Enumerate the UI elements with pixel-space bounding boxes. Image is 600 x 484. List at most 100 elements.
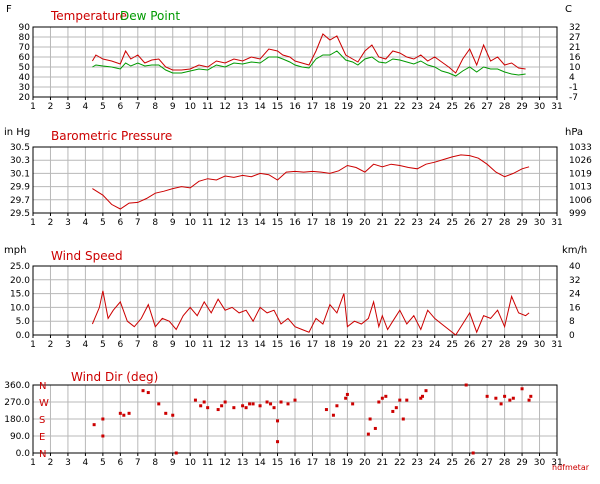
dir-x-tick-label: 10 [184, 458, 196, 468]
temp-y-right-tick-label: 21 [569, 43, 580, 53]
wind-y-tick-label: 20.0 [10, 276, 30, 286]
wind-legend: Wind Speed [51, 249, 123, 263]
pressure-x-tick-label: 6 [117, 218, 123, 228]
temp-y-tick-label: 60 [19, 53, 31, 63]
temp-y-tick-label: 50 [19, 63, 31, 73]
pressure-x-tick-label: 18 [324, 218, 336, 228]
temp-x-tick-label: 13 [237, 102, 248, 112]
wind-x-tick-label: 19 [342, 340, 354, 350]
wind-x-tick-label: 21 [377, 340, 388, 350]
pressure-x-tick-label: 24 [429, 218, 441, 228]
pressure-x-tick-label: 11 [202, 218, 213, 228]
wind-x-tick-label: 27 [481, 340, 492, 350]
pressure-x-tick-label: 8 [152, 218, 158, 228]
pressure-x-tick-label: 19 [342, 218, 354, 228]
dir-point [511, 396, 515, 400]
wind-x-tick-label: 25 [446, 340, 457, 350]
dir-point [223, 400, 227, 404]
wind-x-tick-label: 5 [100, 340, 106, 350]
temp-x-tick-label: 27 [481, 102, 492, 112]
pressure-x-tick-label: 27 [481, 218, 492, 228]
dir-y-tick-label: 0.0 [16, 449, 31, 459]
wind-x-tick-label: 16 [289, 340, 301, 350]
dir-point [286, 402, 290, 406]
wind-x-tick-label: 6 [117, 340, 123, 350]
wind-x-tick-label: 24 [429, 340, 441, 350]
dir-point [520, 387, 524, 391]
temp-x-tick-label: 20 [359, 102, 371, 112]
dir-point [529, 394, 533, 398]
dir-x-tick-label: 23 [412, 458, 423, 468]
temp-y-right-tick-label: 4 [569, 73, 575, 83]
pressure-y-right-tick-label: 999 [569, 209, 586, 219]
temp-y-tick-label: 20 [19, 93, 31, 103]
dir-point [220, 404, 224, 408]
pressure-x-tick-label: 29 [516, 218, 528, 228]
dir-point [508, 398, 512, 402]
dir-x-tick-label: 15 [272, 458, 283, 468]
temp-x-tick-label: 2 [48, 102, 54, 112]
dir-x-tick-label: 5 [100, 458, 106, 468]
pressure-x-tick-label: 5 [100, 218, 106, 228]
temp-y-right-tick-label: 16 [569, 53, 581, 63]
temp-left-unit: F [6, 4, 12, 15]
dir-point [101, 434, 105, 438]
dir-point [398, 398, 402, 402]
dir-point [373, 426, 377, 430]
pressure-x-tick-label: 25 [446, 218, 457, 228]
dir-point [248, 402, 252, 406]
wind-x-tick-label: 23 [412, 340, 423, 350]
dir-point [216, 408, 220, 412]
wind-x-tick-label: 14 [254, 340, 266, 350]
dir-x-tick-label: 9 [170, 458, 176, 468]
pressure-left-unit: in Hg [4, 127, 30, 138]
pressure-x-tick-label: 3 [65, 218, 71, 228]
temp-x-tick-label: 25 [446, 102, 457, 112]
wind-series-line [91, 290, 530, 336]
temp-x-tick-label: 10 [184, 102, 196, 112]
temp-legend-dewpoint: Dew Point [120, 9, 180, 23]
dir-x-tick-label: 16 [289, 458, 301, 468]
dir-point [174, 451, 178, 455]
wind-y-tick-label: 5.0 [16, 317, 31, 327]
dir-point [527, 398, 531, 402]
wind-y-tick-label: 25.0 [10, 262, 30, 272]
wind-x-tick-label: 13 [237, 340, 248, 350]
dir-point [471, 451, 475, 455]
dir-compass-label: N [39, 449, 46, 460]
temp-legend-temperature: Temperature [50, 9, 127, 23]
pressure-x-tick-label: 22 [394, 218, 405, 228]
dir-point [494, 396, 498, 400]
temp-x-tick-label: 5 [100, 102, 106, 112]
dir-point [269, 402, 273, 406]
dir-point [146, 391, 150, 395]
pressure-x-tick-label: 14 [254, 218, 266, 228]
pressure-x-tick-label: 16 [289, 218, 301, 228]
wind-x-tick-label: 29 [516, 340, 528, 350]
pressure-y-right-tick-label: 1026 [569, 156, 592, 166]
dir-point [424, 389, 428, 393]
temp-y-tick-label: 30 [19, 83, 31, 93]
dir-point [335, 404, 339, 408]
temp-x-tick-label: 15 [272, 102, 283, 112]
dir-x-tick-label: 12 [219, 458, 230, 468]
dir-x-tick-label: 18 [324, 458, 336, 468]
wind-x-tick-label: 11 [202, 340, 213, 350]
temp-x-tick-label: 23 [412, 102, 423, 112]
temp-y-right-tick-label: 27 [569, 33, 580, 43]
pressure-y-right-tick-label: 1006 [569, 196, 592, 206]
dir-point [366, 432, 370, 436]
wind-right-unit: km/h [562, 245, 587, 256]
dir-point [391, 409, 395, 413]
pressure-x-tick-label: 9 [170, 218, 176, 228]
temp-x-tick-label: 1 [30, 102, 36, 112]
dir-point [331, 413, 335, 417]
pressure-y-right-tick-label: 1019 [569, 169, 592, 179]
wind-x-tick-label: 15 [272, 340, 283, 350]
dir-point [244, 406, 248, 410]
temp-y-tick-label: 90 [19, 23, 31, 33]
dir-x-tick-label: 31 [551, 458, 562, 468]
dir-point [118, 411, 122, 415]
dir-y-tick-label: 360.0 [4, 381, 30, 391]
